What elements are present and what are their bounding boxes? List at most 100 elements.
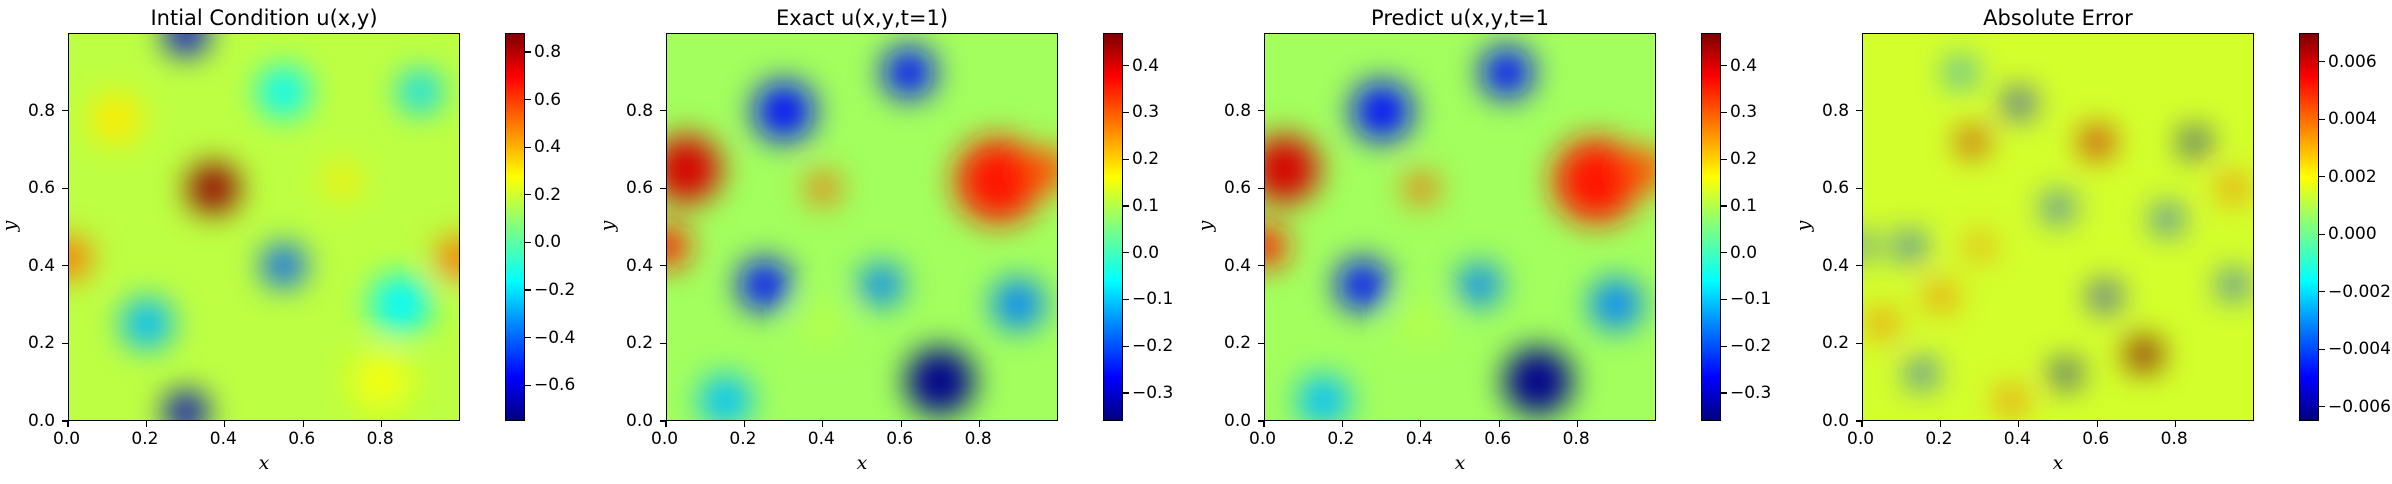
y-tick-label: 0.8	[28, 100, 56, 121]
colorbar	[1701, 33, 1721, 421]
heatmap-region	[164, 34, 208, 56]
heatmap-region	[1969, 235, 1991, 257]
panel-exact: Exact u(x,y,t=1) x y 0.0 0.2 0.4 0.6 0.8 0.0 0…	[596, 0, 1196, 484]
x-axis-label: x	[856, 452, 868, 474]
y-tick-label: 0.6	[28, 178, 56, 199]
x-tick-label: 0.6	[288, 429, 316, 449]
colorbar-tick-mark	[1123, 392, 1129, 394]
y-tick-label: 0.4	[626, 255, 654, 276]
x-tick-label: 0.6	[2082, 429, 2110, 449]
heatmap-region	[738, 259, 791, 311]
heatmap-region	[905, 347, 975, 416]
colorbar-tick-label: −0.002	[2328, 281, 2391, 302]
heatmap-region	[2091, 283, 2118, 310]
colorbar-tick-label: −0.006	[2328, 396, 2391, 417]
x-tick-label: 0.2	[131, 429, 159, 449]
colorbar	[2299, 33, 2319, 421]
y-tick-label: 0.0	[1822, 411, 1850, 431]
heatmap-background	[1265, 34, 1655, 420]
heatmap-region	[1399, 302, 1443, 345]
colorbar-tick-label: 0.3	[1730, 102, 1758, 123]
y-tick-label: 0.4	[1822, 255, 1850, 276]
panel-initial-condition: Intial Condition u(x,y) x y 0.0 0.2 0.4 0.6…	[0, 0, 598, 484]
colorbar-tick-label: 0.2	[1730, 149, 1758, 170]
y-tick-mark	[1856, 420, 1862, 422]
heatmap-region	[992, 278, 1044, 330]
heatmap-region	[753, 81, 815, 141]
heatmap-region	[1908, 360, 1935, 387]
heatmap-plot	[68, 33, 460, 421]
colorbar-tick-label: −0.004	[2328, 339, 2391, 360]
x-tick-mark	[1577, 421, 1579, 427]
heatmap-region	[1297, 375, 1350, 420]
heatmap-region	[164, 391, 208, 420]
x-tick-mark	[1420, 421, 1422, 427]
x-tick-mark	[145, 421, 147, 427]
heatmap-region	[2154, 206, 2181, 233]
heatmap-region	[1351, 81, 1413, 141]
x-tick-mark	[2096, 421, 2098, 427]
x-tick-mark	[1861, 421, 1863, 427]
heatmap-svg	[667, 34, 1057, 420]
y-tick-mark	[660, 110, 666, 112]
colorbar-tick-mark	[1721, 205, 1727, 207]
panel-absolute-error: Absolute Error x y 0.0 0.2 0.4 0.6 0.8 0.0 0.2…	[1792, 0, 2392, 484]
heatmap-region	[2045, 194, 2071, 221]
heatmap-region	[121, 298, 173, 349]
heatmap-region	[2220, 175, 2247, 202]
colorbar-tick-mark	[525, 384, 531, 386]
colorbar-tick-label: −0.3	[1132, 382, 1174, 403]
colorbar-tick-label: 0.6	[534, 89, 562, 110]
colorbar-tick-label: 0.4	[1730, 55, 1758, 76]
colorbar-tick-label: 0.1	[1730, 195, 1758, 216]
colorbar-tick-mark	[1123, 345, 1129, 347]
y-tick-label: 0.8	[1224, 100, 1252, 121]
x-axis-label: x	[1454, 452, 1466, 474]
chart-title: Predict u(x,y,t=1	[1371, 6, 1549, 30]
colorbar-tick-mark	[2319, 61, 2325, 63]
y-tick-mark	[660, 420, 666, 422]
heatmap-svg	[1863, 34, 2253, 420]
heatmap-region	[1998, 387, 2025, 414]
x-tick-mark	[2175, 421, 2177, 427]
y-tick-mark	[1258, 110, 1264, 112]
y-tick-mark	[62, 187, 68, 189]
heatmap-region	[2181, 129, 2208, 155]
y-tick-label: 0.6	[1224, 178, 1252, 199]
heatmap-region	[350, 351, 412, 412]
heatmap-plot	[666, 33, 1058, 421]
colorbar-tick-mark	[1721, 252, 1727, 254]
colorbar-tick-label: −0.1	[1132, 289, 1174, 310]
y-tick-label: 0.2	[1822, 333, 1850, 354]
x-tick-label: 0.6	[1484, 429, 1512, 449]
x-tick-mark	[224, 421, 226, 427]
heatmap-region	[187, 162, 240, 214]
colorbar	[505, 33, 525, 421]
y-tick-mark	[1856, 110, 1862, 112]
colorbar-tick-mark	[525, 194, 531, 196]
heatmap-region	[801, 302, 845, 345]
x-tick-label: 0.4	[2003, 429, 2031, 449]
y-tick-mark	[1258, 342, 1264, 344]
y-axis-label: y	[0, 220, 21, 232]
y-tick-mark	[660, 187, 666, 189]
y-tick-mark	[62, 265, 68, 267]
heatmap-region	[2052, 360, 2079, 387]
x-tick-label: 0.0	[1249, 429, 1277, 449]
colorbar-tick-mark	[1123, 252, 1129, 254]
x-tick-mark	[67, 421, 69, 427]
x-tick-label: 0.4	[1405, 429, 1433, 449]
colorbar-tick-mark	[1721, 392, 1727, 394]
heatmap-region	[1625, 147, 1655, 191]
y-tick-mark	[62, 110, 68, 112]
heatmap-region	[69, 236, 91, 280]
x-tick-mark	[743, 421, 745, 427]
heatmap-region	[1458, 263, 1501, 307]
colorbar-tick-mark	[2319, 118, 2325, 120]
x-tick-mark	[1263, 421, 1265, 427]
y-tick-mark	[1856, 187, 1862, 189]
heatmap-region	[437, 236, 459, 280]
heatmap-region	[1863, 235, 1874, 257]
y-axis-label: y	[596, 220, 619, 232]
heatmap-plot	[1264, 33, 1656, 421]
